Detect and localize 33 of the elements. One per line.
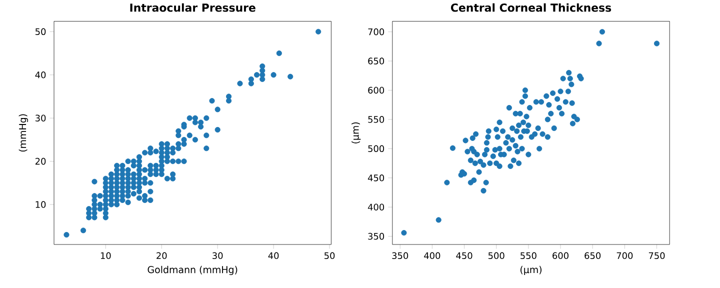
x-tick-label: 650 bbox=[584, 252, 601, 260]
x-tick-label: 40 bbox=[268, 252, 279, 260]
x-tick-label: 700 bbox=[616, 252, 633, 260]
x-tick-label: 600 bbox=[552, 252, 568, 260]
x-axis-title: (μm) bbox=[520, 266, 542, 276]
x-tick-label: 20 bbox=[156, 252, 167, 260]
x-tick-label: 350 bbox=[392, 252, 408, 260]
x-tick-label: 550 bbox=[520, 252, 536, 260]
y-tick-label: 550 bbox=[368, 116, 384, 123]
y-tick-label: 350 bbox=[368, 233, 384, 240]
x-tick-label: 450 bbox=[456, 252, 472, 260]
x-tick-label: 500 bbox=[488, 252, 504, 260]
y-tick-label: 600 bbox=[368, 87, 384, 94]
x-tick-label: 10 bbox=[100, 252, 111, 260]
y-tick-label: 10 bbox=[36, 201, 46, 208]
x-tick-label: 30 bbox=[212, 252, 223, 260]
y-tick-label: 40 bbox=[35, 72, 46, 78]
y-tick-label: 400 bbox=[368, 204, 384, 211]
y-axis-title: (μm) bbox=[352, 122, 361, 144]
x-axis-title: Goldmann (mmHg) bbox=[148, 266, 238, 276]
y-tick-label: 500 bbox=[368, 145, 384, 152]
y-tick-label: 650 bbox=[368, 58, 384, 65]
chart-title: Intraocular Pressure bbox=[130, 3, 256, 12]
y-tick-label: 20 bbox=[35, 158, 46, 165]
y-tick-label: 700 bbox=[368, 28, 384, 36]
x-tick-label: 750 bbox=[648, 252, 665, 260]
x-tick-label: 400 bbox=[424, 252, 440, 260]
y-tick-label: 450 bbox=[368, 174, 384, 182]
y-tick-label: 50 bbox=[36, 28, 46, 36]
x-tick-label: 50 bbox=[324, 252, 335, 260]
y-tick-label: 30 bbox=[36, 114, 46, 122]
chart-title: Central Corneal Thickness bbox=[450, 3, 612, 12]
y-axis-title: (mmHg) bbox=[18, 114, 28, 152]
